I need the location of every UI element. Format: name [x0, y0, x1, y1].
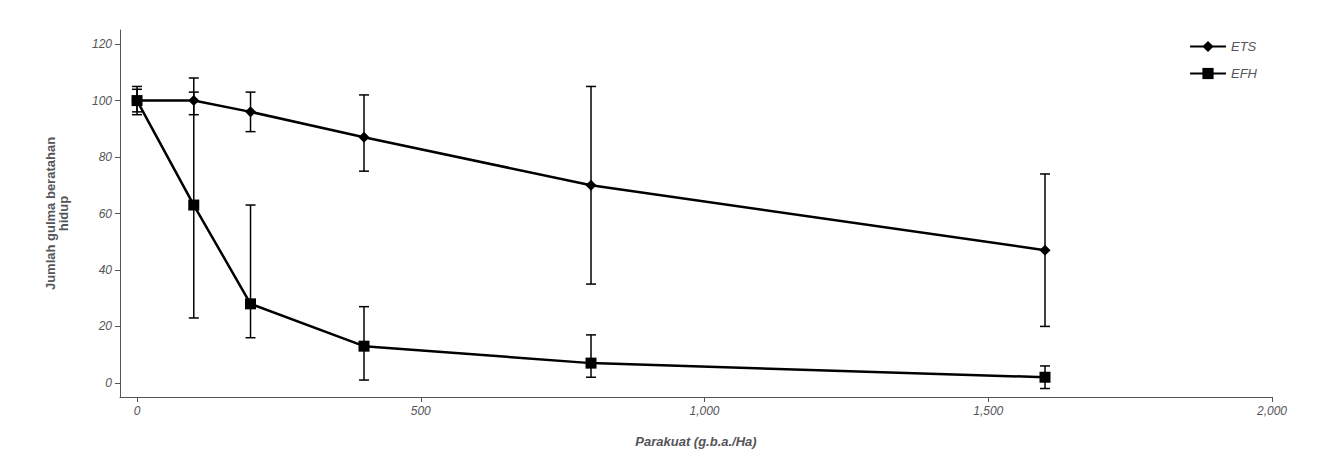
svg-text:2,000: 2,000 [1256, 404, 1287, 418]
svg-text:100: 100 [92, 94, 112, 108]
svg-text:0: 0 [105, 376, 112, 390]
svg-text:1,000: 1,000 [689, 404, 719, 418]
svg-text:60: 60 [99, 207, 113, 221]
svg-text:120: 120 [92, 37, 112, 51]
svg-text:500: 500 [411, 404, 431, 418]
svg-text:Parakuat (g.b.a./Ha): Parakuat (g.b.a./Ha) [635, 434, 756, 449]
svg-text:0: 0 [134, 404, 141, 418]
svg-text:1,500: 1,500 [973, 404, 1003, 418]
svg-text:80: 80 [99, 150, 113, 164]
svg-text:20: 20 [98, 319, 113, 333]
svg-text:ETS: ETS [1231, 39, 1257, 54]
svg-text:40: 40 [99, 263, 113, 277]
svg-text:EFH: EFH [1231, 66, 1258, 81]
svg-text:hidup: hidup [56, 196, 71, 231]
svg-text:Jumlah gulma beratahan: Jumlah gulma beratahan [43, 136, 58, 291]
